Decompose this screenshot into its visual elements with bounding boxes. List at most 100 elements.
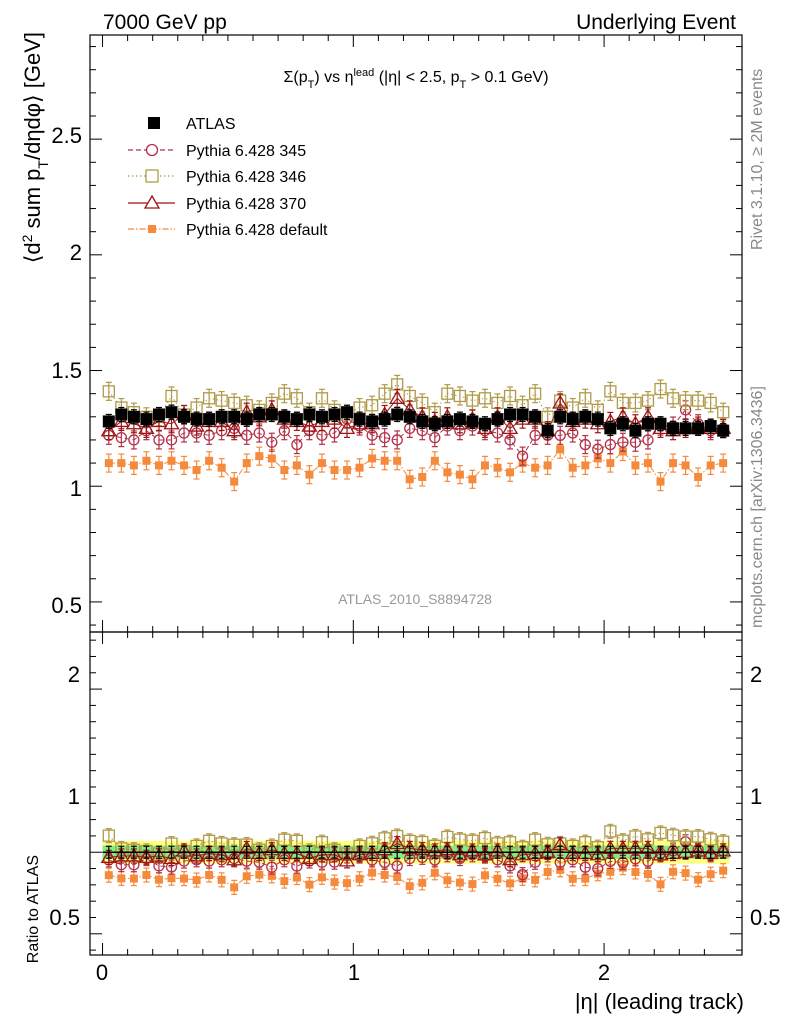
data-point	[604, 422, 617, 435]
data-point	[694, 472, 703, 481]
data-point	[642, 434, 654, 446]
data-point	[213, 846, 230, 861]
data-point	[291, 438, 303, 451]
data-point	[704, 396, 717, 410]
main-y-tick-labels: 0.5 1 1.5 2 2.5	[51, 123, 82, 618]
data-point	[102, 829, 115, 842]
data-point	[192, 466, 201, 475]
data-point	[280, 877, 289, 886]
data-point	[506, 879, 515, 888]
data-point	[100, 422, 117, 437]
data-point	[493, 463, 502, 472]
ratio-series-line	[108, 867, 724, 888]
data-point	[230, 883, 239, 892]
axis-ticks	[90, 35, 742, 955]
data-point	[115, 431, 127, 444]
data-point	[451, 846, 469, 861]
data-point	[679, 394, 692, 407]
data-point	[652, 846, 669, 861]
legend-label: Pythia 6.428 default	[186, 222, 328, 239]
data-point	[391, 408, 404, 421]
data-point	[704, 833, 717, 846]
data-point	[117, 459, 126, 468]
data-point	[305, 880, 314, 889]
data-point	[203, 413, 216, 426]
data-point	[341, 406, 354, 419]
data-point	[215, 410, 228, 423]
data-point	[230, 477, 239, 486]
data-point	[581, 461, 590, 470]
data-point	[226, 422, 243, 437]
main-y-axis-label: ⟨d2 sum pT/dηdφ⟩ [GeV]	[19, 32, 51, 263]
data-point	[556, 445, 565, 454]
data-point	[666, 392, 680, 405]
data-point	[205, 456, 214, 465]
legend-label: Pythia 6.428 346	[186, 169, 306, 186]
data-point	[267, 871, 276, 880]
data-point	[554, 429, 566, 441]
data-point	[129, 461, 138, 470]
data-point	[142, 870, 151, 879]
data-point	[418, 472, 427, 481]
legend-label: Pythia 6.428 370	[186, 196, 306, 213]
ratio-y-tick-labels-right: 0.5 1 2	[750, 662, 781, 930]
analysis-id-label: ATLAS_2010_S8894728	[338, 591, 492, 607]
data-point	[368, 454, 377, 463]
data-point	[100, 849, 117, 863]
data-point	[468, 475, 477, 484]
data-point	[178, 410, 191, 423]
header-right: Underlying Event	[576, 11, 736, 34]
main-data-layer	[100, 374, 732, 492]
data-point	[338, 852, 356, 867]
ratio-plot-frame	[89, 631, 743, 956]
data-point	[656, 477, 665, 486]
data-point	[514, 846, 531, 861]
data-point	[516, 450, 529, 462]
data-point	[266, 436, 278, 448]
data-point	[343, 466, 352, 475]
data-point	[351, 846, 368, 861]
data-point	[278, 410, 291, 423]
data-point	[503, 389, 517, 403]
data-point	[379, 431, 391, 444]
data-point	[301, 417, 318, 432]
data-point	[717, 406, 730, 419]
data-point	[669, 867, 678, 876]
data-point	[543, 461, 552, 470]
data-point	[529, 410, 542, 423]
data-point	[405, 882, 414, 891]
data-point	[478, 392, 492, 405]
data-point	[303, 408, 316, 421]
data-point	[478, 831, 492, 845]
ratio-y-tick-label-right: 2	[750, 662, 762, 687]
data-point	[240, 413, 253, 426]
data-point	[501, 420, 519, 435]
data-point	[691, 394, 705, 407]
legend-marker-pythia-346	[128, 169, 175, 183]
data-point	[679, 830, 692, 843]
data-point	[188, 847, 205, 862]
data-point	[241, 429, 253, 441]
main-y-tick-label: 0.5	[51, 593, 82, 618]
data-point	[591, 413, 604, 426]
data-point	[501, 851, 519, 866]
data-point	[453, 389, 467, 403]
data-point	[192, 876, 201, 885]
data-point	[529, 429, 541, 441]
data-point	[365, 399, 379, 412]
data-point	[150, 847, 168, 862]
data-point	[416, 415, 429, 428]
data-point	[466, 394, 479, 407]
data-point	[104, 871, 113, 880]
data-point	[453, 833, 467, 846]
data-point	[681, 461, 690, 470]
data-point	[165, 406, 178, 419]
data-point	[180, 461, 189, 470]
data-point	[215, 394, 228, 407]
data-point	[315, 410, 328, 423]
data-point	[104, 459, 113, 468]
data-point	[516, 868, 529, 881]
data-point	[629, 424, 642, 437]
data-point	[343, 879, 352, 888]
data-point	[441, 415, 454, 428]
